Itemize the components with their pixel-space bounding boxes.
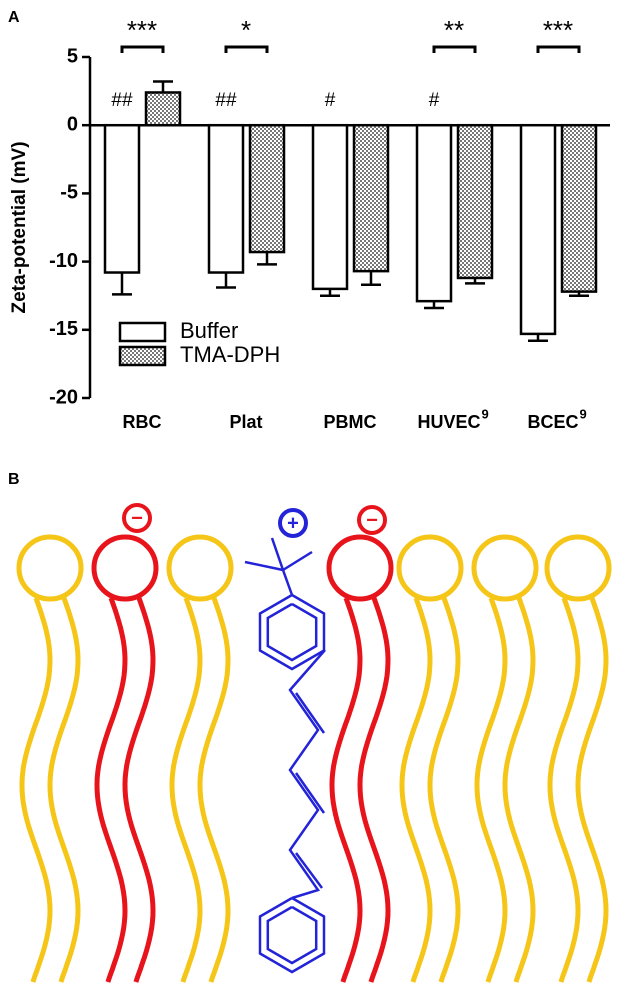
hash-label: ## (215, 90, 237, 111)
lipid-head (166, 534, 234, 602)
lipid-tail (197, 597, 231, 983)
panel-label: A (8, 9, 20, 26)
lipid-tail (47, 597, 81, 983)
charge-sign: − (131, 507, 143, 529)
bar (144, 91, 182, 127)
panel-label: B (8, 471, 20, 488)
lipid-tail (502, 597, 536, 983)
y-tick-label: -15 (49, 318, 78, 340)
significance-label: * (241, 15, 251, 45)
lipid-tail (474, 597, 508, 983)
molecule-bond (266, 905, 318, 965)
legend-swatch (118, 321, 167, 343)
significance-label: *** (543, 15, 573, 45)
significance-label: ** (444, 15, 464, 45)
hash-label: ## (111, 90, 133, 111)
molecule-bond (282, 550, 313, 572)
lipid-tail (329, 597, 363, 983)
molecule-bond (294, 772, 326, 814)
molecule-bond (266, 602, 318, 662)
molecule-bond (294, 852, 324, 889)
x-tick-superscript: 9 (482, 406, 489, 421)
hash-label: # (325, 90, 336, 111)
x-tick-label: RBC (123, 412, 162, 432)
lipid-tail (399, 597, 433, 983)
legend-label: TMA-DPH (180, 342, 280, 367)
bar (415, 123, 453, 303)
lipid-head (471, 534, 539, 602)
charge-sign: + (287, 512, 299, 534)
charge-sign: − (366, 509, 378, 531)
lipid-head (396, 534, 464, 602)
lipid-tail (94, 597, 128, 983)
lipid-tail (547, 597, 581, 983)
lipid-tail (169, 597, 203, 983)
lipid-tail (19, 597, 53, 983)
molecule-bond (258, 896, 326, 974)
significance-bracket (224, 45, 269, 53)
y-tick-label: 0 (67, 113, 78, 135)
lipid-head (326, 534, 394, 602)
molecule-bond (281, 569, 294, 596)
x-tick-label: HUVEC (417, 412, 480, 432)
molecule-bond (288, 649, 326, 900)
x-tick-superscript: 9 (580, 406, 587, 421)
y-tick-label: 5 (67, 45, 78, 67)
significance-bracket (432, 45, 477, 53)
x-tick-label: BCEC (527, 412, 578, 432)
bar (103, 123, 141, 274)
legend-label: Buffer (180, 318, 238, 343)
molecule-bond (270, 537, 285, 571)
lipid-tail (357, 597, 391, 983)
molecule-bond (244, 560, 284, 572)
significance-label: *** (127, 15, 157, 45)
lipid-tail (122, 597, 156, 983)
charge-circle (278, 508, 308, 538)
bar (456, 123, 494, 280)
bar (519, 123, 557, 336)
significance-bracket (120, 45, 165, 53)
y-tick-label: -5 (60, 182, 78, 204)
membrane-diagram: − + − (16, 503, 612, 983)
lipid-tail (427, 597, 461, 983)
y-tick-label: -10 (49, 250, 78, 272)
legend-swatch (118, 345, 167, 367)
bar (311, 123, 349, 291)
bar (248, 123, 286, 254)
significance-bracket (536, 45, 581, 53)
molecule-bond (294, 692, 326, 734)
lipid-head (544, 534, 612, 602)
bar (207, 123, 245, 274)
molecule-bond (258, 593, 326, 671)
charge-circle (357, 505, 387, 535)
lipid-tail (575, 597, 609, 983)
x-tick-label: Plat (229, 412, 262, 432)
lipid-head (91, 534, 159, 602)
bar (352, 123, 390, 273)
lipid-head (16, 534, 84, 602)
charge-circle (122, 503, 152, 533)
hash-label: # (429, 90, 440, 111)
y-axis-label: Zeta-potential (mV) (9, 141, 30, 313)
x-tick-label: PBMC (324, 412, 377, 432)
bar (560, 123, 598, 293)
y-tick-label: -20 (49, 386, 78, 408)
